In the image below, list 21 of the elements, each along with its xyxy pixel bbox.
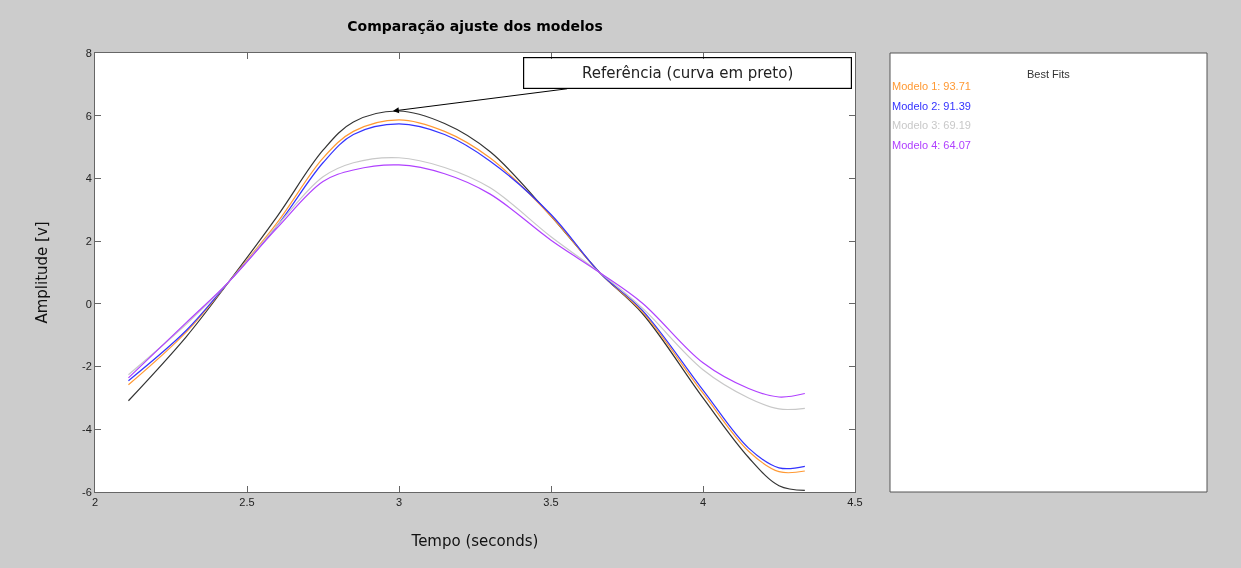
x-tick-label: 4.5 [847, 496, 863, 509]
text: Modelo 1: 93.71 [892, 80, 971, 92]
y-tick-label: 4 [85, 172, 92, 185]
x-tick-label: 3 [395, 496, 403, 509]
y-tick-label: -2 [82, 360, 92, 373]
x-axis-title: Tempo (seconds) [410, 532, 539, 551]
legend-title: Best Fits [1027, 68, 1071, 80]
y-tick-label: -6 [82, 485, 92, 498]
text: Modelo 2: 91.39 [892, 100, 971, 112]
y-tick-label: 0 [85, 297, 92, 310]
y-tick-label: -4 [82, 423, 92, 436]
x-tick-label: 2.5 [239, 496, 255, 509]
annotation: Referência (curva em preto) [582, 64, 794, 83]
x-tick-label: 3.5 [543, 496, 559, 509]
y-axis-title: Amplitude [v] [33, 221, 52, 324]
chart-title: Comparação ajuste dos modelos [347, 17, 603, 34]
x-tick-label: 4 [699, 496, 707, 509]
y-tick-label: 2 [85, 234, 92, 247]
text: Modelo 4: 64.07 [892, 139, 971, 151]
y-tick-label: 8 [85, 46, 92, 59]
y-tick-label: 6 [85, 109, 92, 122]
